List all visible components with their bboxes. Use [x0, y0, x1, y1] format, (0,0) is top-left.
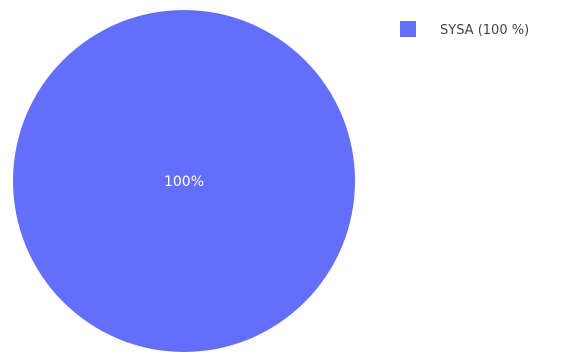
legend-label: SYSA (100 %): [440, 23, 529, 38]
legend: SYSA (100 %): [400, 21, 529, 38]
legend-item-sysa[interactable]: SYSA (100 %): [400, 21, 529, 38]
slice-percent-label: 100%: [164, 174, 204, 190]
pie-slice-sysa[interactable]: [13, 10, 355, 352]
legend-swatch: [400, 21, 416, 37]
pie-slices: 100%: [13, 10, 355, 352]
